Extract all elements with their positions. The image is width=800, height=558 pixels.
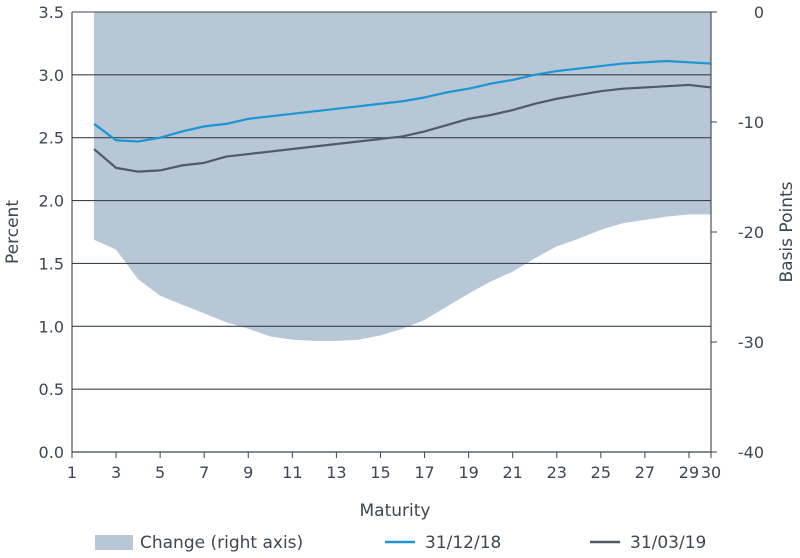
y2-tick-label: -10 [738, 113, 764, 132]
x-tick-label: 19 [458, 463, 478, 482]
area-layer [94, 12, 711, 341]
legend-label: Change (right axis) [140, 533, 303, 553]
y-tick-label: 3.5 [39, 3, 64, 22]
x-tick-label: 23 [547, 463, 567, 482]
area-series-change [94, 12, 711, 341]
y-axis-title: Percent [3, 200, 23, 264]
y-tick-label: 0.0 [39, 443, 64, 462]
x-tick-label: 11 [282, 463, 302, 482]
x-tick-label: 9 [243, 463, 253, 482]
legend: Change (right axis) 31/12/18 31/03/19 [95, 533, 706, 553]
line-series-1 [93, 83, 712, 173]
y2-tick-label: 0 [754, 3, 764, 22]
x-tick-label: 3 [111, 463, 121, 482]
y-tick-label: 0.5 [39, 380, 64, 399]
x-tick-label: 1 [67, 463, 77, 482]
y-tick-label: 1.5 [39, 254, 64, 273]
legend-swatch-change [95, 535, 133, 550]
x-tick-label: 21 [503, 463, 523, 482]
x-axis-title: Maturity [360, 501, 431, 521]
y2-tick-label: -20 [738, 223, 764, 242]
line-layer [93, 59, 712, 173]
y2-tick-label: -30 [738, 333, 764, 352]
y-tick-label: 2.0 [39, 192, 64, 211]
legend-label: 31/12/18 [425, 533, 501, 553]
y2-axis-title: Basis Points [777, 181, 797, 282]
legend-label: 31/03/19 [630, 533, 706, 553]
x-tick-label: 15 [370, 463, 390, 482]
x-tick-label: 27 [635, 463, 655, 482]
x-tick-label: 13 [326, 463, 346, 482]
x-tick-label: 7 [199, 463, 209, 482]
y-tick-label: 2.5 [39, 129, 64, 148]
x-tick-label: 17 [414, 463, 434, 482]
x-tick-label: 25 [591, 463, 611, 482]
y-tick-label: 1.0 [39, 317, 64, 336]
y-tick-label: 3.0 [39, 66, 64, 85]
x-tick-label: 30 [701, 463, 721, 482]
x-tick-label: 29 [679, 463, 699, 482]
x-tick-label: 5 [155, 463, 165, 482]
axis-layer: 1 3 5 7 9 11 13 15 17 19 21 23 25 27 29 300.00.51.01.52… [39, 3, 764, 482]
y2-tick-label: -40 [738, 443, 764, 462]
line-series-0 [93, 59, 712, 143]
